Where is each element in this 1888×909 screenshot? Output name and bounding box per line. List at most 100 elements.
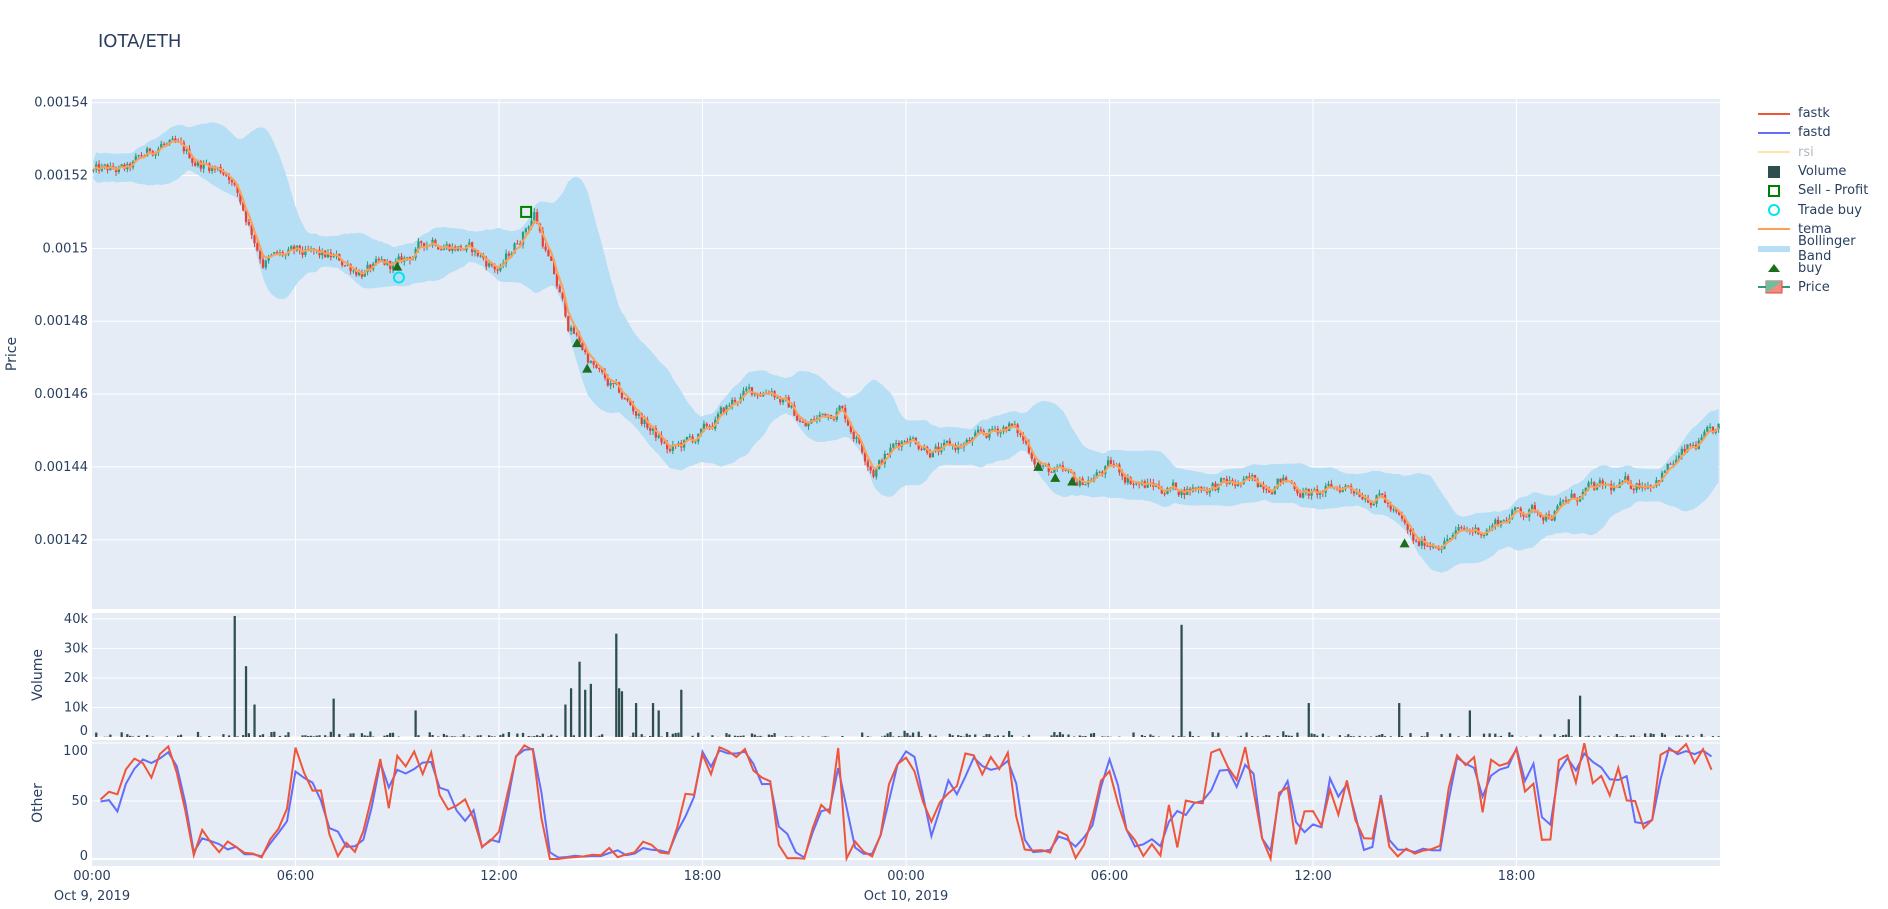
candle-body [931, 451, 934, 458]
volume-bar [1692, 736, 1695, 737]
legend-item-price[interactable]: Price [1756, 278, 1888, 297]
candle-body [1378, 493, 1381, 496]
volume-bar [428, 732, 431, 737]
candle-body [1463, 528, 1466, 530]
volume-bar [1511, 734, 1514, 737]
candle-body [589, 361, 592, 363]
volume-bar [1677, 735, 1681, 737]
line-icon [1756, 125, 1792, 141]
candle-body [759, 395, 762, 397]
price-tick-label: 0.00148 [34, 314, 88, 329]
candle-body [654, 428, 657, 438]
candle-body [632, 404, 635, 412]
candle-body [1658, 480, 1661, 482]
candle-body [326, 252, 330, 258]
candle-body [1084, 484, 1087, 486]
candle-body [564, 298, 567, 317]
volume-bar [318, 735, 321, 737]
volume-bar [649, 736, 652, 737]
legend: fastk fastd rsi Volume Sell - Profit Trade bu… [1756, 104, 1888, 297]
candle-body [422, 242, 426, 248]
candle-body [858, 437, 861, 444]
tema-line [92, 140, 1720, 550]
legend-item-trade-buy[interactable]: Trade buy [1756, 200, 1888, 219]
volume-bar [996, 735, 999, 737]
candle-body [380, 259, 383, 261]
legend-item-volume[interactable]: Volume [1756, 162, 1888, 181]
legend-item-buy[interactable]: buy [1756, 258, 1888, 277]
legend-label: fastk [1798, 106, 1830, 122]
candle-body [321, 250, 324, 256]
volume-bar [756, 736, 759, 737]
volume-bar [1686, 734, 1689, 737]
candle-body [134, 156, 137, 162]
volume-bar [109, 734, 112, 737]
legend-item-sell-profit[interactable]: Sell - Profit [1756, 181, 1888, 200]
candle-body [417, 241, 420, 250]
volume-bar [521, 732, 525, 737]
legend-item-fastk[interactable]: fastk [1756, 104, 1888, 123]
volume-bar [1008, 730, 1011, 737]
candle-body [957, 445, 960, 450]
candle-body [1067, 470, 1070, 472]
candle-body [1236, 482, 1240, 486]
volume-bar [1183, 736, 1186, 737]
candle-body [1095, 472, 1098, 479]
volume-bar [578, 661, 581, 737]
legend-item-bollinger-band[interactable]: Bollinger Band [1756, 234, 1888, 264]
candle-body [1581, 491, 1585, 497]
volume-bar [1010, 735, 1014, 737]
legend-item-tema[interactable]: tema [1756, 220, 1888, 239]
x-tick-date-label: Oct 10, 2019 [864, 889, 949, 904]
volume-bar [533, 736, 536, 737]
volume-bar [1285, 735, 1288, 737]
volume-bar [1344, 736, 1347, 737]
volume-bar [151, 736, 154, 737]
volume-bar [841, 736, 844, 737]
candle-body [1160, 488, 1163, 494]
volume-bar [1027, 734, 1031, 737]
candle-body [643, 419, 646, 424]
buy-marker [392, 261, 403, 271]
volume-bar [725, 733, 728, 737]
candle-body [1222, 478, 1226, 480]
volume-bar [1680, 736, 1683, 737]
volume-bar [1378, 734, 1381, 737]
volume-bar [917, 731, 920, 737]
volume-bar [928, 734, 932, 737]
candle-body [259, 250, 262, 260]
candle-body [222, 171, 225, 175]
volume-bar [657, 710, 660, 737]
candle-body [267, 256, 270, 261]
legend-item-fastd[interactable]: fastd [1756, 123, 1888, 142]
candle-body [1033, 459, 1036, 465]
volume-bar [507, 732, 511, 737]
volume-bar [1316, 735, 1319, 737]
candle-body [490, 263, 494, 266]
chart-title: IOTA/ETH [98, 31, 182, 52]
candle-body [623, 398, 626, 400]
candle-body [97, 164, 101, 171]
candle-body [776, 397, 779, 399]
candle-body [513, 243, 516, 254]
volume-bar [1381, 734, 1384, 737]
candle-body [536, 212, 539, 224]
volume-bar [1570, 736, 1573, 737]
candle-body [637, 413, 641, 416]
candle-body [1106, 460, 1110, 467]
candle-body [974, 432, 977, 438]
candle-body [558, 286, 561, 293]
legend-item-rsi[interactable]: rsi [1756, 143, 1888, 162]
candle-body [1146, 482, 1149, 488]
volume-bar [911, 732, 915, 737]
volume-bar [1143, 736, 1146, 737]
volume-bar [1268, 735, 1271, 737]
candle-body [561, 292, 564, 299]
candle-body [1556, 505, 1559, 512]
candle-body [496, 269, 499, 271]
volume-bar [1282, 731, 1285, 737]
volume-bar [445, 735, 448, 737]
x-tick-label: 18:00 [1498, 869, 1535, 884]
candle-body [875, 469, 878, 477]
volume-bar [951, 735, 954, 737]
